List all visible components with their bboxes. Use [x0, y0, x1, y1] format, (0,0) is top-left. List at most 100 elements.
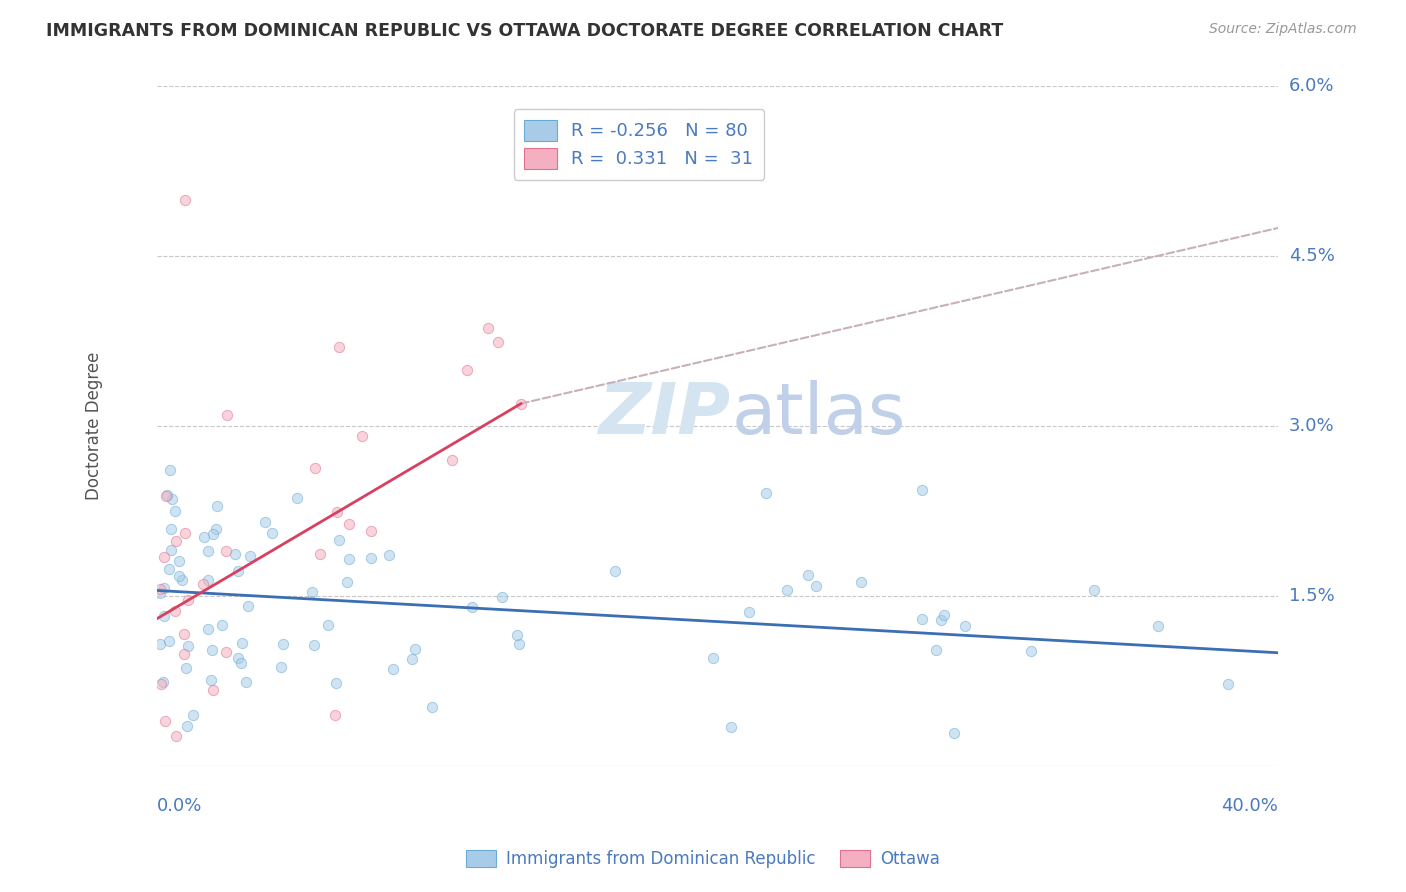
Point — [176, 718, 198, 732]
Point — [173, 193, 195, 207]
Point — [215, 543, 238, 558]
Point — [302, 638, 325, 652]
Point — [325, 676, 347, 690]
Point — [215, 645, 238, 659]
Point — [336, 575, 359, 590]
Point — [181, 708, 204, 723]
Point — [165, 533, 187, 548]
Point — [508, 638, 530, 652]
Point — [776, 582, 799, 597]
Point — [149, 582, 172, 596]
Point — [153, 550, 176, 565]
Point — [231, 636, 253, 650]
Point — [197, 544, 219, 558]
Text: Doctorate Degree: Doctorate Degree — [86, 352, 103, 500]
Point — [702, 651, 724, 665]
Point — [226, 650, 249, 665]
Legend: Immigrants from Dominican Republic, Ottawa: Immigrants from Dominican Republic, Otta… — [460, 843, 946, 875]
Point — [316, 617, 339, 632]
Point — [169, 569, 191, 583]
Point — [159, 463, 181, 477]
Point — [925, 643, 948, 657]
Point — [197, 622, 219, 636]
Point — [420, 700, 443, 714]
Point — [381, 662, 404, 676]
Point — [360, 524, 382, 538]
Point — [510, 396, 533, 410]
Text: IMMIGRANTS FROM DOMINICAN REPUBLIC VS OTTAWA DOCTORATE DEGREE CORRELATION CHART: IMMIGRANTS FROM DOMINICAN REPUBLIC VS OT… — [46, 22, 1004, 40]
Point — [160, 491, 183, 506]
Point — [304, 461, 326, 475]
Point — [441, 453, 464, 467]
Point — [174, 526, 197, 541]
Text: 3.0%: 3.0% — [1289, 417, 1334, 435]
Point — [193, 530, 215, 544]
Point — [238, 599, 260, 613]
Point — [253, 516, 276, 530]
Point — [360, 550, 382, 565]
Point — [285, 491, 308, 506]
Point — [1146, 619, 1168, 633]
Point — [943, 726, 966, 740]
Point — [173, 627, 195, 641]
Point — [231, 656, 253, 670]
Point — [270, 660, 292, 674]
Point — [350, 429, 373, 443]
Point — [197, 573, 219, 587]
Point — [165, 729, 187, 743]
Point — [169, 554, 191, 568]
Point — [934, 607, 956, 622]
Point — [309, 547, 332, 561]
Point — [797, 568, 820, 582]
Point — [200, 673, 222, 687]
Point — [605, 564, 627, 578]
Point — [156, 488, 179, 502]
Point — [486, 334, 509, 349]
Point — [177, 639, 200, 653]
Point — [271, 637, 294, 651]
Point — [153, 581, 176, 595]
Text: 40.0%: 40.0% — [1220, 797, 1278, 814]
Point — [323, 708, 346, 723]
Point — [491, 591, 513, 605]
Point — [1019, 644, 1042, 658]
Text: Source: ZipAtlas.com: Source: ZipAtlas.com — [1209, 22, 1357, 37]
Point — [215, 408, 238, 422]
Point — [235, 674, 257, 689]
Point — [849, 574, 872, 589]
Point — [806, 579, 828, 593]
Point — [456, 363, 478, 377]
Text: 0.0%: 0.0% — [157, 797, 202, 814]
Point — [1216, 677, 1239, 691]
Point — [755, 486, 778, 500]
Point — [738, 605, 761, 619]
Text: 1.5%: 1.5% — [1289, 587, 1334, 605]
Point — [149, 585, 172, 599]
Point — [262, 525, 284, 540]
Point — [149, 677, 172, 691]
Point — [152, 675, 174, 690]
Point — [337, 516, 360, 531]
Point — [160, 523, 183, 537]
Point — [205, 522, 228, 536]
Text: atlas: atlas — [731, 380, 905, 450]
Point — [911, 483, 934, 498]
Point — [1083, 582, 1105, 597]
Point — [404, 642, 426, 657]
Point — [153, 714, 176, 729]
Text: 4.5%: 4.5% — [1289, 247, 1334, 265]
Point — [200, 643, 222, 657]
Point — [239, 549, 262, 563]
Point — [911, 612, 934, 626]
Point — [929, 613, 952, 627]
Point — [401, 651, 423, 665]
Point — [226, 564, 249, 578]
Point — [176, 661, 198, 675]
Point — [337, 552, 360, 566]
Point — [505, 628, 527, 642]
Point — [207, 499, 229, 513]
Point — [720, 721, 742, 735]
Point — [157, 562, 180, 576]
Text: ZIP: ZIP — [599, 380, 731, 450]
Point — [155, 489, 177, 503]
